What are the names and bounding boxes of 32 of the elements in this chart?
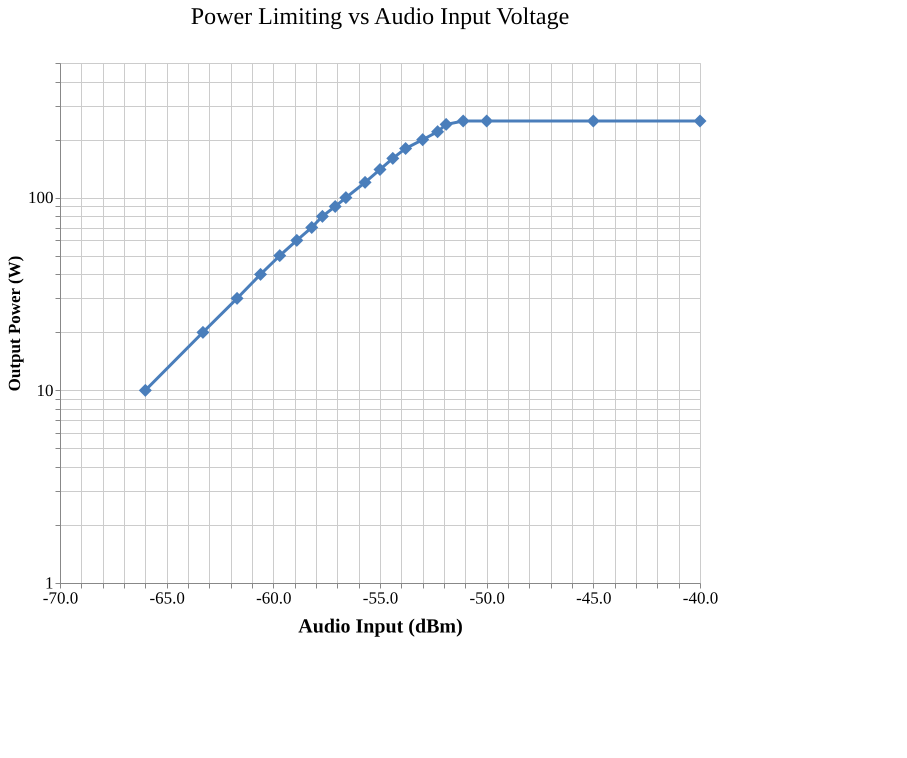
point: [273, 249, 286, 262]
point: [328, 200, 342, 214]
point: [196, 326, 210, 339]
point: [431, 125, 444, 138]
point: [456, 114, 470, 128]
point: [416, 133, 430, 146]
x-tick-label: -45.0: [576, 588, 612, 608]
point: [480, 114, 494, 128]
point: [358, 176, 372, 189]
point: [693, 114, 707, 128]
point: [138, 384, 152, 397]
y-axis-title: Output Power (W): [5, 256, 24, 392]
x-tick-label: -60.0: [256, 588, 292, 608]
x-tick-label: -65.0: [149, 588, 185, 608]
x-tick-label: -50.0: [469, 588, 505, 608]
point: [305, 220, 318, 234]
point: [230, 292, 244, 305]
y-tick-label: 10: [36, 380, 54, 400]
point: [373, 162, 387, 176]
x-tick-label: -55.0: [362, 588, 398, 608]
x-axis-title: Audio Input (dBm): [298, 616, 463, 638]
point: [254, 268, 268, 281]
point: [399, 142, 412, 156]
point: [316, 210, 329, 223]
point: [586, 114, 600, 128]
point: [290, 234, 304, 247]
y-tick-label: 100: [28, 188, 54, 208]
point: [386, 152, 400, 165]
point: [339, 191, 352, 204]
x-tick-label: -40.0: [682, 588, 718, 608]
chart-title: Power Limiting vs Audio Input Voltage: [190, 4, 570, 30]
point: [440, 118, 453, 131]
